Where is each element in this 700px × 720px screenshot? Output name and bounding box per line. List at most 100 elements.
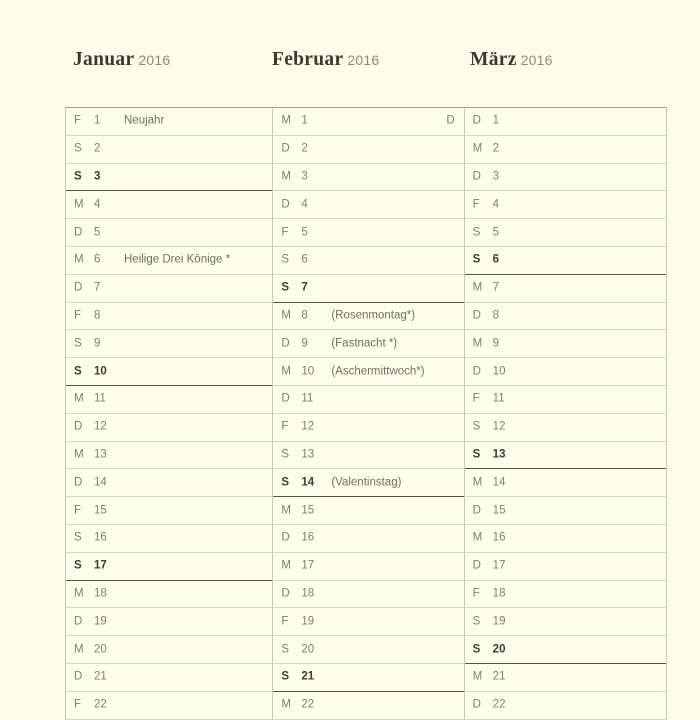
day-number: 14 <box>301 476 315 488</box>
day-row[interactable]: D 15 <box>464 497 666 525</box>
day-row[interactable]: M 13 <box>66 441 273 470</box>
day-row[interactable]: M 16 <box>464 524 666 553</box>
day-row[interactable]: S 21 <box>273 663 464 692</box>
weekday-letter: M <box>281 364 291 377</box>
day-number: 10 <box>94 364 107 377</box>
month-column-february: M 1 D D 2 M 3 D 4 F 5 S 6 S 7 M 8 (Rosenmontag*) D 9 (Fastna… <box>272 108 464 720</box>
day-number: 9 <box>492 337 500 350</box>
day-row[interactable]: M 11 <box>66 385 273 414</box>
day-number: 5 <box>301 225 308 238</box>
day-row[interactable]: F 19 <box>273 608 464 637</box>
day-row[interactable]: M 14 <box>464 469 666 498</box>
day-row[interactable]: S 12 <box>464 413 666 442</box>
day-row[interactable]: D 19 <box>66 608 273 637</box>
day-row[interactable]: D 11 <box>273 385 464 414</box>
day-row[interactable]: M 10 (Aschermittwoch*) <box>273 358 464 386</box>
day-row[interactable]: D 9 (Fastnacht *) <box>273 330 464 359</box>
weekday-letter: D <box>472 559 481 572</box>
weekday-letter: D <box>74 225 83 238</box>
day-row[interactable]: D 17 <box>464 552 666 581</box>
weekday-letter: S <box>74 337 82 350</box>
day-row[interactable]: M 15 <box>273 497 464 525</box>
day-row[interactable]: M 20 <box>66 636 273 664</box>
day-row[interactable]: F 11 <box>464 385 666 414</box>
weekday-letter: S <box>472 448 481 461</box>
day-row[interactable]: S 16 <box>66 524 273 553</box>
day-number: 8 <box>94 309 101 322</box>
day-event-label: Heilige Drei Könige * <box>124 253 231 266</box>
day-number: 4 <box>94 198 101 211</box>
day-number: 16 <box>301 531 315 544</box>
day-event-label: (Valentinstag) <box>331 476 402 488</box>
day-row[interactable]: S 17 <box>66 552 273 581</box>
day-row[interactable]: S 20 <box>464 636 666 664</box>
day-row[interactable]: F 1 Neujahr <box>66 108 273 136</box>
day-row[interactable]: M 17 <box>273 552 464 581</box>
day-row[interactable]: D 18 <box>273 580 464 609</box>
weekday-letter: F <box>74 503 82 516</box>
day-number: 10 <box>492 364 506 377</box>
weekday-letter: D <box>74 420 83 433</box>
day-row[interactable]: M 22 <box>273 691 464 720</box>
day-row[interactable]: M 6 Heilige Drei Könige * <box>66 246 273 275</box>
day-row[interactable]: M 18 <box>66 580 273 609</box>
day-number: 13 <box>492 448 506 461</box>
weekday-letter: D <box>281 198 290 211</box>
weekday-letter: M <box>281 309 291 322</box>
day-row[interactable]: D 10 <box>464 358 666 386</box>
day-row[interactable]: D 16 <box>273 524 464 553</box>
day-number: 16 <box>94 531 107 544</box>
day-row[interactable]: S 20 <box>273 636 464 664</box>
weekday-letter: D <box>74 476 83 488</box>
weekday-letter: M <box>281 559 291 572</box>
weekday-letter: D <box>74 614 83 627</box>
day-row[interactable]: D 12 <box>66 413 273 442</box>
weekday-letter: F <box>472 198 480 211</box>
weekday-letter: D <box>472 364 481 377</box>
day-row[interactable]: S 10 <box>66 358 273 386</box>
day-row[interactable]: F 22 <box>66 691 273 720</box>
day-row[interactable]: F 15 <box>66 497 273 525</box>
day-row[interactable]: D 22 <box>464 691 666 720</box>
day-row[interactable]: S 14 (Valentinstag) <box>273 469 464 498</box>
day-row[interactable]: S 13 <box>273 441 464 470</box>
day-number: 9 <box>94 337 101 350</box>
weekday-letter: M <box>74 587 84 600</box>
day-row[interactable]: F 12 <box>273 413 464 442</box>
day-row[interactable]: S 13 <box>464 441 666 470</box>
day-number: 2 <box>301 142 308 155</box>
day-row[interactable]: D 21 <box>66 663 273 692</box>
day-number: 13 <box>301 448 315 461</box>
day-row[interactable]: S 19 <box>464 608 666 637</box>
day-row[interactable]: M 8 (Rosenmontag*) <box>273 302 464 331</box>
day-row[interactable]: F 18 <box>464 580 666 609</box>
day-row[interactable]: M 21 <box>464 663 666 692</box>
day-number: 14 <box>94 476 107 488</box>
day-event-label: (Aschermittwoch*) <box>331 364 425 377</box>
weekday-letter: M <box>281 170 291 183</box>
day-row[interactable]: D 14 <box>66 469 273 498</box>
